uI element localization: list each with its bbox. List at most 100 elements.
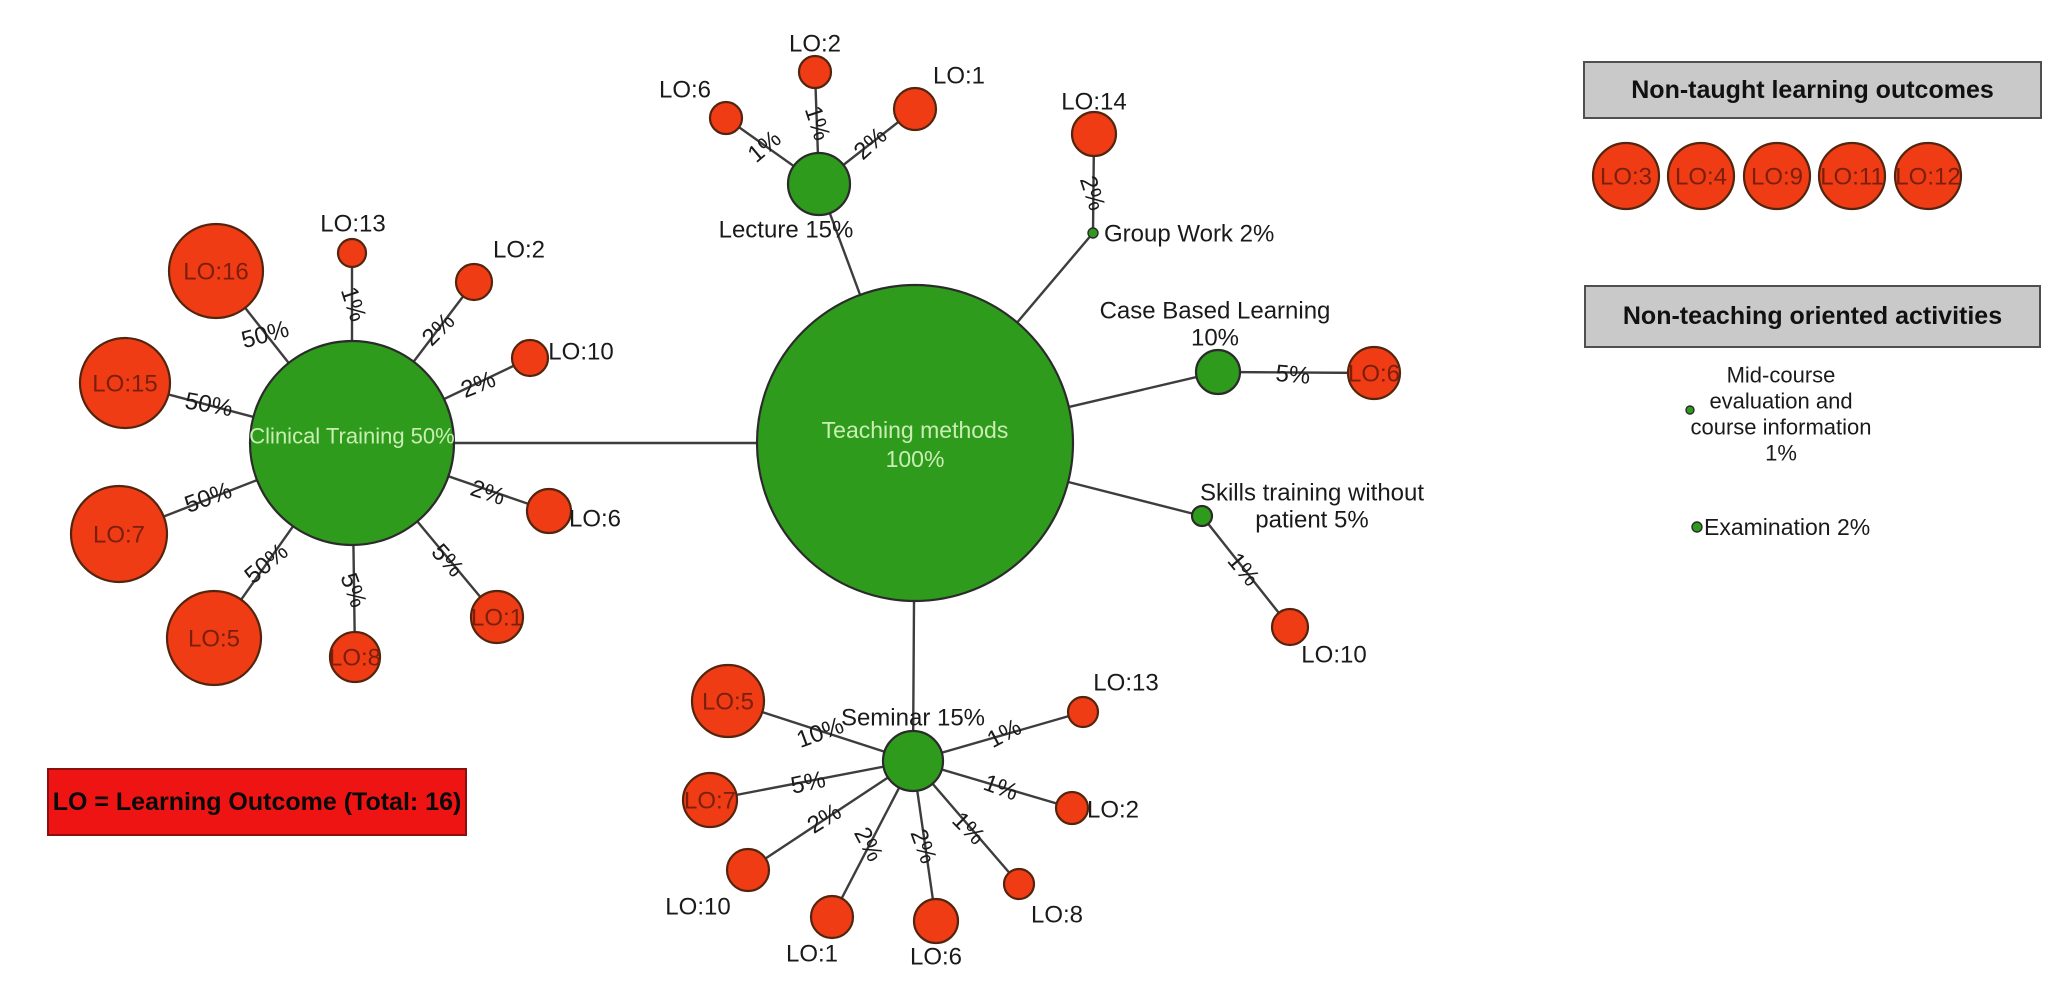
node-label-sem-lo2: LO:2 — [1087, 796, 1139, 823]
node-gw-lo14 — [1070, 110, 1118, 158]
node-sem-lo5 — [690, 663, 766, 739]
node-label-lec-lo1: LO:1 — [933, 62, 985, 89]
non-teaching-header: Non-teaching oriented activities — [1584, 285, 2041, 348]
node-ct-lo5 — [165, 589, 263, 687]
node-label-ct-lo15: LO:15 — [92, 370, 157, 397]
edge-seminar--sem-lo10 — [747, 759, 914, 872]
groupwork-label: Group Work 2% — [1104, 220, 1274, 247]
node-label-ct-lo7: LO:7 — [93, 521, 145, 548]
node-ct-lo10 — [510, 338, 550, 378]
edge-label-seminar--sem-lo6: 2% — [905, 825, 942, 867]
midcourse-label: course information — [1691, 415, 1872, 440]
node-ct-lo6 — [525, 487, 573, 535]
edge-label-seminar--sem-lo1: 2% — [848, 823, 888, 866]
node-label-sem-lo10: LO:10 — [665, 893, 730, 920]
node-lec-lo6 — [708, 100, 744, 136]
node-label-teaching-methods: 100% — [886, 446, 945, 472]
node-label-sk-lo10: LO:10 — [1301, 641, 1366, 668]
node-sem-lo6 — [912, 897, 960, 945]
skills-label: Skills training without — [1200, 479, 1424, 506]
midcourse-label: Mid-course — [1727, 363, 1836, 388]
edge-label-clinical-training--ct-lo10: 2% — [457, 366, 499, 404]
node-nt-lo12 — [1893, 141, 1963, 211]
node-teaching-methods — [755, 283, 1075, 603]
node-label-sem-lo6: LO:6 — [910, 943, 962, 970]
edge-label-groupwork-dot--gw-lo14: 2% — [1074, 173, 1110, 214]
lecture-label: Lecture 15% — [719, 216, 854, 243]
node-nt-lo11 — [1817, 141, 1887, 211]
node-label-sem-lo1: LO:1 — [786, 940, 838, 967]
node-case-based-learning — [1194, 348, 1242, 396]
edge-label-clinical-training--ct-lo13: 1% — [335, 284, 371, 325]
node-label-ct-lo1: LO:1 — [471, 604, 523, 631]
node-lec-lo2 — [797, 54, 833, 90]
node-label-ct-lo16: LO:16 — [183, 258, 248, 285]
node-ct-lo7 — [69, 484, 169, 584]
node-label-sem-lo13: LO:13 — [1093, 669, 1158, 696]
node-label-ct-lo10: LO:10 — [548, 338, 613, 365]
midcourse-label: 1% — [1765, 441, 1797, 466]
node-ct-lo2 — [454, 262, 494, 302]
node-ct-lo8 — [328, 630, 382, 684]
edge-label-skills-dot--sk-lo10: 1% — [1222, 548, 1265, 592]
node-sem-lo2 — [1054, 790, 1090, 826]
node-label-nt-lo12: LO:12 — [1895, 163, 1960, 190]
examination-label: Examination 2% — [1704, 514, 1870, 540]
edge-label-clinical-training--ct-lo15: 50% — [183, 387, 235, 422]
edge-seminar--sem-lo7 — [709, 759, 914, 802]
edge-label-seminar--sem-lo10: 2% — [803, 798, 847, 839]
node-label-sem-lo8: LO:8 — [1031, 901, 1083, 928]
node-label-clinical-training: Clinical Training 50% — [249, 424, 454, 449]
edge-label-lecture--lec-lo1: 2% — [849, 122, 893, 165]
node-label-ct-lo13: LO:13 — [320, 210, 385, 237]
node-sem-lo1 — [809, 894, 855, 940]
node-ct-lo13 — [336, 237, 368, 269]
node-ct-lo1 — [469, 589, 525, 645]
node-label-ct-lo8: LO:8 — [329, 644, 381, 671]
node-sem-lo7 — [681, 771, 739, 829]
node-label-nt-lo4: LO:4 — [1675, 163, 1727, 190]
node-label-sem-lo7: LO:7 — [684, 787, 736, 814]
node-exam-dot — [1691, 521, 1703, 533]
edge-label-lecture--lec-lo2: 1% — [799, 103, 835, 144]
node-clinical-training — [248, 339, 456, 547]
node-label-gw-lo14: LO:14 — [1061, 88, 1126, 115]
edge-label-clinical-training--ct-lo2: 2% — [417, 308, 461, 352]
node-label-nt-lo11: LO:11 — [1820, 163, 1884, 190]
edge-label-case-based-learning--cbl-lo6: 5% — [1274, 360, 1311, 390]
edge-label-seminar--sem-lo5: 10% — [793, 712, 847, 754]
node-nt-lo4 — [1666, 141, 1736, 211]
node-groupwork-dot — [1087, 227, 1099, 239]
node-sem-lo10 — [725, 847, 771, 893]
node-sem-lo8 — [1002, 867, 1036, 901]
edge-label-seminar--sem-lo2: 1% — [980, 769, 1022, 806]
node-lec-lo1 — [892, 86, 938, 132]
node-label-lec-lo6: LO:6 — [659, 76, 711, 103]
edge-label-clinical-training--ct-lo5: 50% — [239, 538, 293, 590]
node-skills-dot — [1190, 504, 1214, 528]
node-nt-lo9 — [1742, 141, 1812, 211]
edge-label-seminar--sem-lo13: 1% — [983, 714, 1026, 754]
node-label-cbl-lo6: LO:6 — [1348, 360, 1400, 387]
edge-label-seminar--sem-lo7: 5% — [788, 766, 828, 800]
node-label-lec-lo2: LO:2 — [789, 30, 841, 57]
edge-skills-dot--sk-lo10 — [1201, 515, 1291, 628]
skills-label: patient 5% — [1255, 506, 1368, 533]
node-label-ct-lo6: LO:6 — [569, 505, 621, 532]
non-taught-header: Non-taught learning outcomes — [1583, 61, 2042, 119]
lo-legend-box: LO = Learning Outcome (Total: 16) — [47, 768, 467, 836]
node-ct-lo15 — [78, 336, 172, 430]
node-cbl-lo6 — [1346, 345, 1402, 401]
edge-label-clinical-training--ct-lo7: 50% — [181, 477, 235, 519]
node-sk-lo10 — [1270, 607, 1310, 647]
node-midcourse-dot — [1685, 405, 1695, 415]
node-nt-lo3 — [1591, 141, 1661, 211]
edge-label-lecture--lec-lo6: 1% — [743, 125, 787, 168]
midcourse-label: evaluation and — [1709, 389, 1852, 414]
node-lecture — [786, 151, 852, 217]
node-ct-lo16 — [167, 222, 265, 320]
edge-label-clinical-training--ct-lo6: 2% — [467, 475, 508, 511]
node-label-nt-lo3: LO:3 — [1600, 163, 1652, 190]
